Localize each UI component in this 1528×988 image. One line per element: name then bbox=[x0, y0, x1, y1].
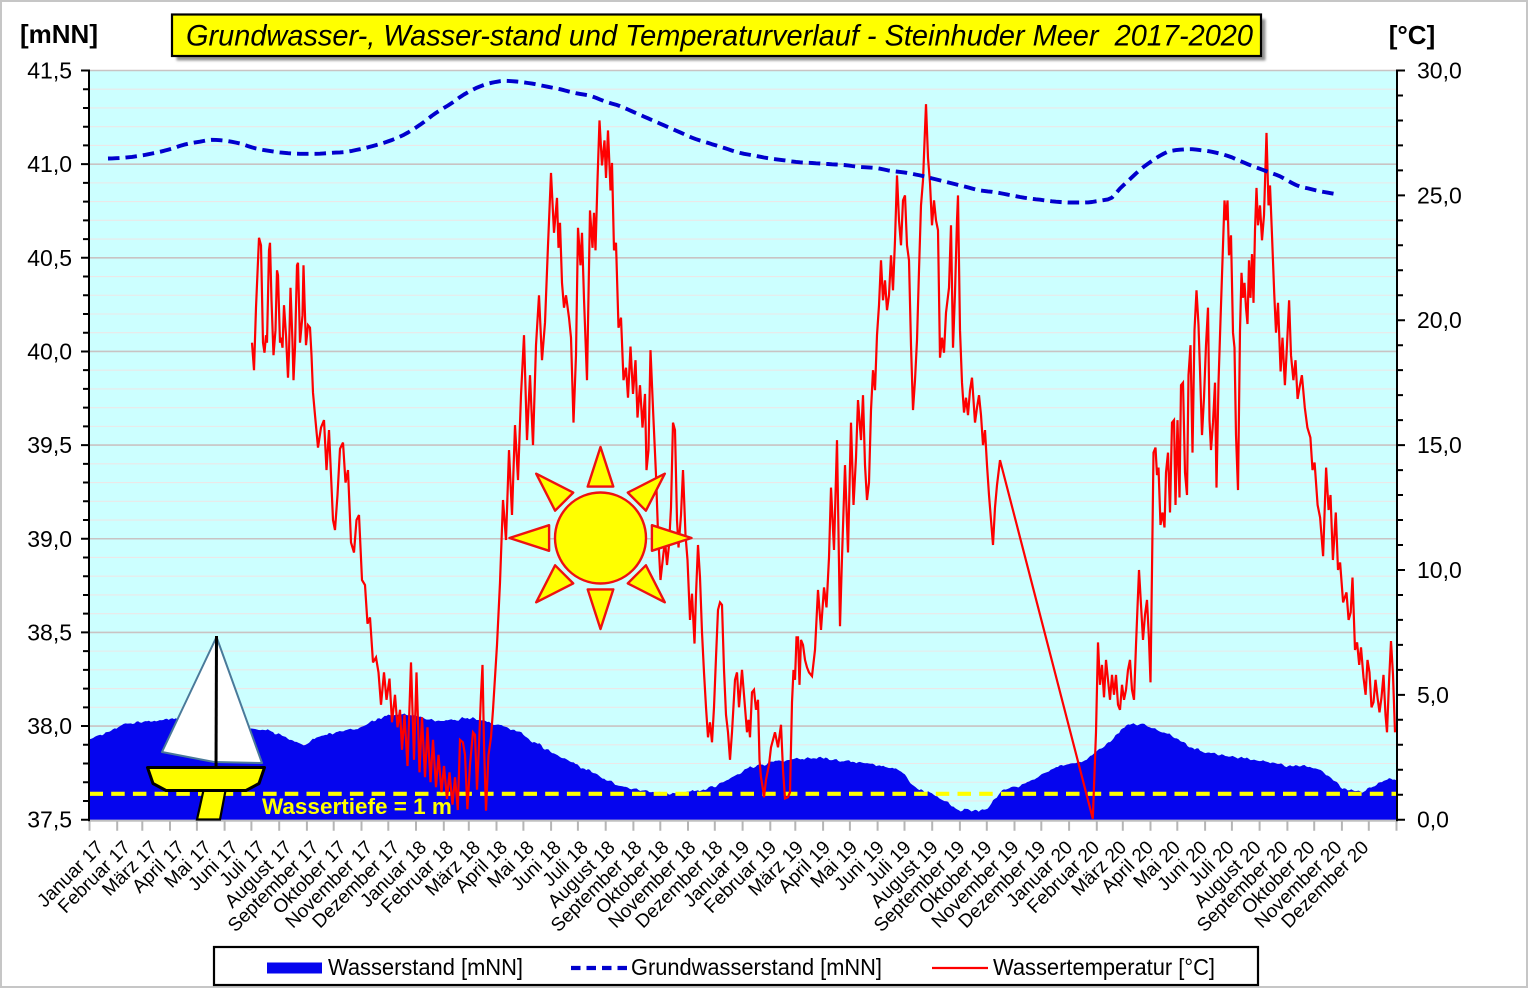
svg-text:Grundwasserstand [mNN]: Grundwasserstand [mNN] bbox=[631, 954, 882, 980]
svg-text:25,0: 25,0 bbox=[1417, 182, 1462, 208]
svg-text:0,0: 0,0 bbox=[1417, 807, 1449, 833]
svg-text:39,5: 39,5 bbox=[27, 432, 72, 458]
svg-text:41,5: 41,5 bbox=[27, 58, 72, 84]
svg-text:37,5: 37,5 bbox=[27, 807, 72, 833]
svg-text:Wassertiefe = 1 m: Wassertiefe = 1 m bbox=[262, 794, 452, 819]
svg-text:30,0: 30,0 bbox=[1417, 58, 1462, 84]
svg-text:15,0: 15,0 bbox=[1417, 432, 1462, 458]
svg-text:10,0: 10,0 bbox=[1417, 557, 1462, 583]
svg-text:38,0: 38,0 bbox=[27, 713, 72, 739]
svg-text:40,0: 40,0 bbox=[27, 339, 72, 365]
svg-text:Wasserstand [mNN]: Wasserstand [mNN] bbox=[328, 954, 523, 980]
svg-text:Grundwasser-, Wasser-stand und: Grundwasser-, Wasser-stand und Temperatu… bbox=[186, 20, 1253, 53]
svg-text:[°C]: [°C] bbox=[1389, 20, 1436, 50]
svg-text:Wassertemperatur [°C]: Wassertemperatur [°C] bbox=[993, 954, 1215, 980]
svg-text:[mNN]: [mNN] bbox=[20, 19, 98, 49]
svg-text:5,0: 5,0 bbox=[1417, 682, 1449, 708]
svg-text:41,0: 41,0 bbox=[27, 151, 72, 177]
svg-text:40,5: 40,5 bbox=[27, 245, 72, 271]
svg-text:20,0: 20,0 bbox=[1417, 307, 1462, 333]
svg-text:39,0: 39,0 bbox=[27, 526, 72, 552]
svg-text:38,5: 38,5 bbox=[27, 619, 72, 645]
